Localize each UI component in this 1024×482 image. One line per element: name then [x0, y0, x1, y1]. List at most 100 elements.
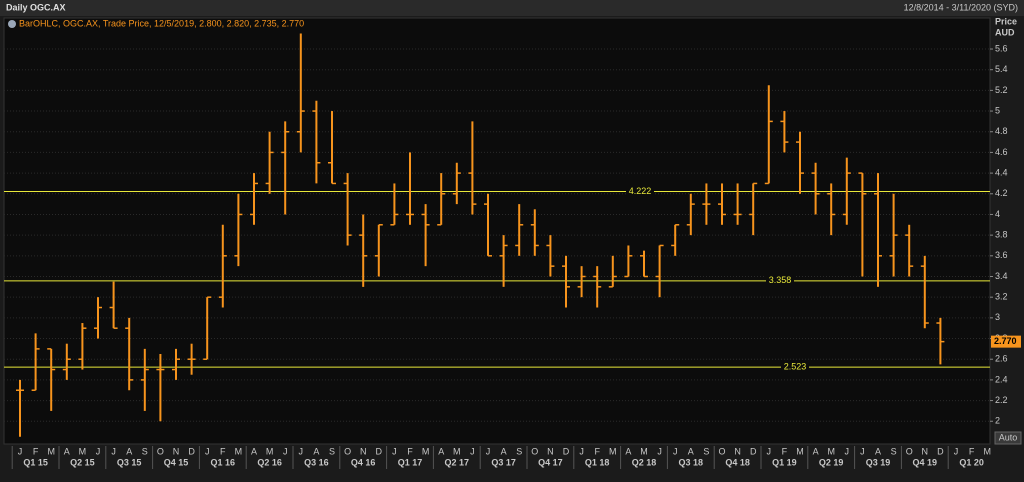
auto-button-label[interactable]: Auto: [999, 432, 1018, 442]
quarter-label: Q2 18: [632, 457, 657, 467]
quarter-label: Q4 17: [538, 457, 563, 467]
x-tick-label: A: [64, 446, 70, 456]
x-tick-label: N: [734, 446, 741, 456]
x-tick-label: S: [142, 446, 148, 456]
x-tick-label: J: [954, 446, 959, 456]
x-tick-label: A: [813, 446, 819, 456]
x-tick-label: F: [407, 446, 413, 456]
quarter-label: Q3 16: [304, 457, 329, 467]
x-tick-label: A: [313, 446, 319, 456]
x-tick-label: S: [516, 446, 522, 456]
header-bar: [0, 0, 1024, 16]
x-tick-label: M: [422, 446, 430, 456]
x-tick-label: D: [376, 446, 383, 456]
x-tick-label: O: [531, 446, 538, 456]
level-label: 3.358: [769, 275, 792, 285]
x-tick-label: N: [360, 446, 367, 456]
x-tick-label: F: [969, 446, 975, 456]
x-tick-label: M: [47, 446, 55, 456]
y-tick-label: 2.2: [995, 395, 1008, 405]
y-tick-label: 4: [995, 209, 1000, 219]
y-tick-label: 3.6: [995, 250, 1008, 260]
auto-button[interactable]: [994, 431, 1022, 445]
quarter-label: Q4 19: [913, 457, 938, 467]
quarter-label: Q3 17: [491, 457, 516, 467]
quarter-label: Q4 18: [725, 457, 750, 467]
level-label-bg: [766, 275, 794, 286]
x-tick-label: J: [392, 446, 397, 456]
y-unit: AUD: [995, 27, 1015, 37]
plot-area: [3, 17, 991, 445]
y-tick-label: 3.4: [995, 271, 1008, 281]
level-label-bg: [626, 186, 654, 197]
x-tick-label: J: [673, 446, 678, 456]
y-tick-label: 4.6: [995, 147, 1008, 157]
quarter-label: Q2 17: [445, 457, 470, 467]
y-tick-label: 5: [995, 105, 1000, 115]
y-tick-label: 3: [995, 312, 1000, 322]
y-tick-label: 3.2: [995, 292, 1008, 302]
x-tick-label: J: [299, 446, 304, 456]
x-tick-label: S: [891, 446, 897, 456]
x-tick-label: N: [547, 446, 554, 456]
date-range: 12/8/2014 - 3/11/2020 (SYD): [904, 2, 1018, 12]
x-tick-label: M: [827, 446, 835, 456]
quarter-label: Q2 16: [257, 457, 282, 467]
x-tick-label: A: [501, 446, 507, 456]
quarter-label: Q4 16: [351, 457, 376, 467]
legend-title: BarOHLC, OGC.AX, Trade Price, 12/5/2019,…: [19, 18, 304, 28]
x-tick-label: D: [750, 446, 757, 456]
x-tick-label: O: [906, 446, 913, 456]
level-label-bg: [781, 362, 809, 373]
x-tick-label: J: [579, 446, 584, 456]
x-tick-label: J: [486, 446, 491, 456]
quarter-label: Q2 15: [70, 457, 95, 467]
x-tick-label: M: [453, 446, 461, 456]
quarter-label: Q2 19: [819, 457, 844, 467]
x-tick-label: F: [594, 446, 600, 456]
x-tick-label: A: [251, 446, 257, 456]
x-tick-label: A: [126, 446, 132, 456]
x-tick-label: J: [111, 446, 116, 456]
quarter-label: Q1 18: [585, 457, 610, 467]
x-tick-label: M: [640, 446, 648, 456]
last-price-label: 2.770: [994, 336, 1017, 346]
x-tick-label: D: [188, 446, 195, 456]
quarter-label: Q3 19: [866, 457, 891, 467]
x-tick-label: J: [470, 446, 475, 456]
x-tick-label: J: [767, 446, 772, 456]
quarter-label: Q1 20: [959, 457, 984, 467]
y-tick-label: 5.4: [995, 64, 1008, 74]
y-tick-label: 4.4: [995, 167, 1008, 177]
level-label: 4.222: [629, 186, 652, 196]
quarter-label: Q3 15: [117, 457, 142, 467]
x-tick-label: D: [937, 446, 944, 456]
y-tick-label: 5.6: [995, 43, 1008, 53]
x-tick-label: J: [283, 446, 288, 456]
x-tick-label: O: [157, 446, 164, 456]
x-tick-label: F: [220, 446, 226, 456]
y-tick-label: 2.4: [995, 374, 1008, 384]
x-tick-label: S: [329, 446, 335, 456]
y-tick-label: 3.8: [995, 230, 1008, 240]
quarter-label: Q1 16: [211, 457, 236, 467]
x-tick-label: J: [657, 446, 662, 456]
x-tick-label: J: [845, 446, 850, 456]
x-tick-label: N: [922, 446, 929, 456]
last-price-tag: [991, 335, 1021, 348]
quarter-label: Q3 18: [679, 457, 704, 467]
x-tick-label: M: [266, 446, 274, 456]
x-tick-label: O: [344, 446, 351, 456]
x-tick-label: M: [983, 446, 991, 456]
legend-icon: [8, 20, 16, 28]
x-tick-label: F: [33, 446, 39, 456]
x-tick-label: J: [18, 446, 23, 456]
x-tick-label: M: [609, 446, 617, 456]
x-tick-label: M: [796, 446, 804, 456]
x-tick-label: S: [703, 446, 709, 456]
y-tick-label: 5.2: [995, 85, 1008, 95]
x-tick-label: D: [563, 446, 570, 456]
quarter-label: Q1 19: [772, 457, 797, 467]
